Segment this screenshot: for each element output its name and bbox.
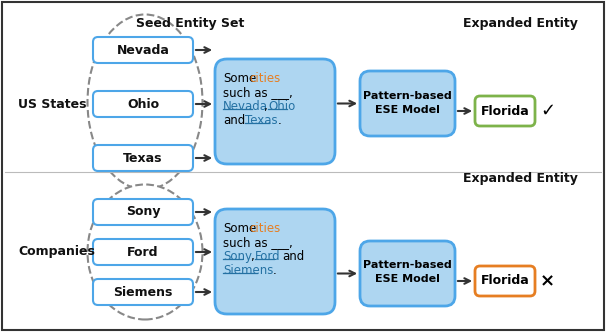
FancyBboxPatch shape <box>360 241 455 306</box>
Text: ESE Model: ESE Model <box>375 275 440 285</box>
Text: Florida: Florida <box>481 105 530 118</box>
Text: US States: US States <box>18 98 87 111</box>
FancyBboxPatch shape <box>93 239 193 265</box>
Ellipse shape <box>87 185 202 319</box>
FancyBboxPatch shape <box>93 91 193 117</box>
Text: Florida: Florida <box>481 275 530 288</box>
Text: ,: , <box>250 250 254 263</box>
Text: Ohio: Ohio <box>268 100 295 113</box>
Text: Sony: Sony <box>126 206 160 218</box>
Ellipse shape <box>87 15 202 190</box>
FancyBboxPatch shape <box>93 145 193 171</box>
Text: ,: , <box>263 100 267 113</box>
Text: Nevada: Nevada <box>223 100 268 113</box>
Text: Some: Some <box>223 72 256 85</box>
FancyBboxPatch shape <box>215 59 335 164</box>
Text: Texas: Texas <box>245 114 278 127</box>
Text: Siemens: Siemens <box>113 286 173 298</box>
FancyBboxPatch shape <box>93 37 193 63</box>
Text: such as ___,: such as ___, <box>223 86 296 99</box>
Text: Companies: Companies <box>18 245 95 259</box>
Text: Pattern-based: Pattern-based <box>363 91 452 101</box>
Text: Expanded Entity: Expanded Entity <box>462 17 578 30</box>
FancyBboxPatch shape <box>215 209 335 314</box>
Text: ESE Model: ESE Model <box>375 105 440 115</box>
Text: .: . <box>278 114 282 127</box>
Text: cities: cities <box>249 72 280 85</box>
FancyBboxPatch shape <box>475 96 535 126</box>
Text: Ford: Ford <box>255 250 281 263</box>
FancyBboxPatch shape <box>360 71 455 136</box>
Text: and: and <box>282 250 304 263</box>
Text: Nevada: Nevada <box>116 43 170 56</box>
Text: ✓: ✓ <box>540 102 555 120</box>
Text: and: and <box>223 114 245 127</box>
Text: such as ___,: such as ___, <box>223 236 296 249</box>
Text: Siemens: Siemens <box>223 264 273 277</box>
Text: Sony: Sony <box>223 250 252 263</box>
Text: Ford: Ford <box>127 245 159 259</box>
FancyBboxPatch shape <box>93 279 193 305</box>
Text: ×: × <box>540 272 555 290</box>
Text: Seed Entity Set: Seed Entity Set <box>136 17 244 30</box>
Text: Ohio: Ohio <box>127 98 159 111</box>
Text: Texas: Texas <box>123 151 163 164</box>
FancyBboxPatch shape <box>93 199 193 225</box>
Text: .: . <box>273 264 277 277</box>
FancyBboxPatch shape <box>475 266 535 296</box>
Text: Pattern-based: Pattern-based <box>363 261 452 271</box>
Text: Some: Some <box>223 222 256 235</box>
Text: Expanded Entity: Expanded Entity <box>462 172 578 185</box>
Text: cities: cities <box>249 222 280 235</box>
